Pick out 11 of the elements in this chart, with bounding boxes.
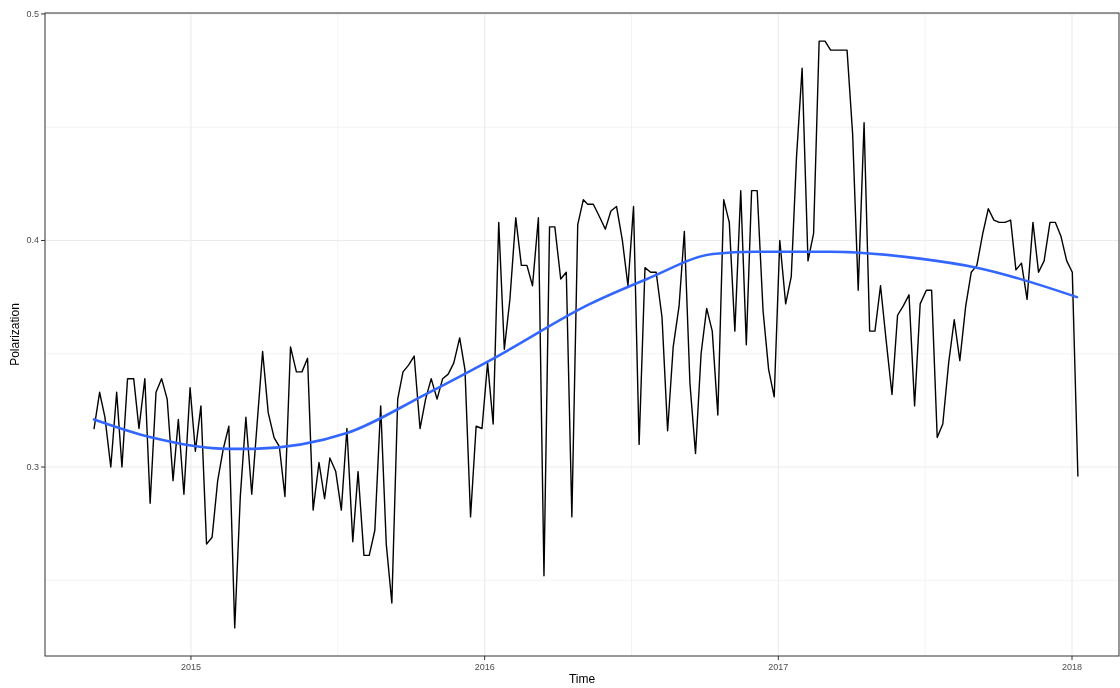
y-tick-label: 0.5 <box>26 8 39 19</box>
y-tick-label: 0.3 <box>26 462 39 473</box>
y-axis-title: Polarization <box>8 303 22 366</box>
x-tick-label: 2018 <box>1061 662 1083 672</box>
x-tick-label: 2015 <box>180 662 201 672</box>
x-tick-label: 2017 <box>768 662 789 672</box>
x-axis-title: Time <box>568 672 596 686</box>
line-series <box>92 250 1079 451</box>
line-series <box>93 40 1079 629</box>
y-tick-label: 0.4 <box>26 235 39 246</box>
x-tick-label: 2016 <box>474 662 495 672</box>
